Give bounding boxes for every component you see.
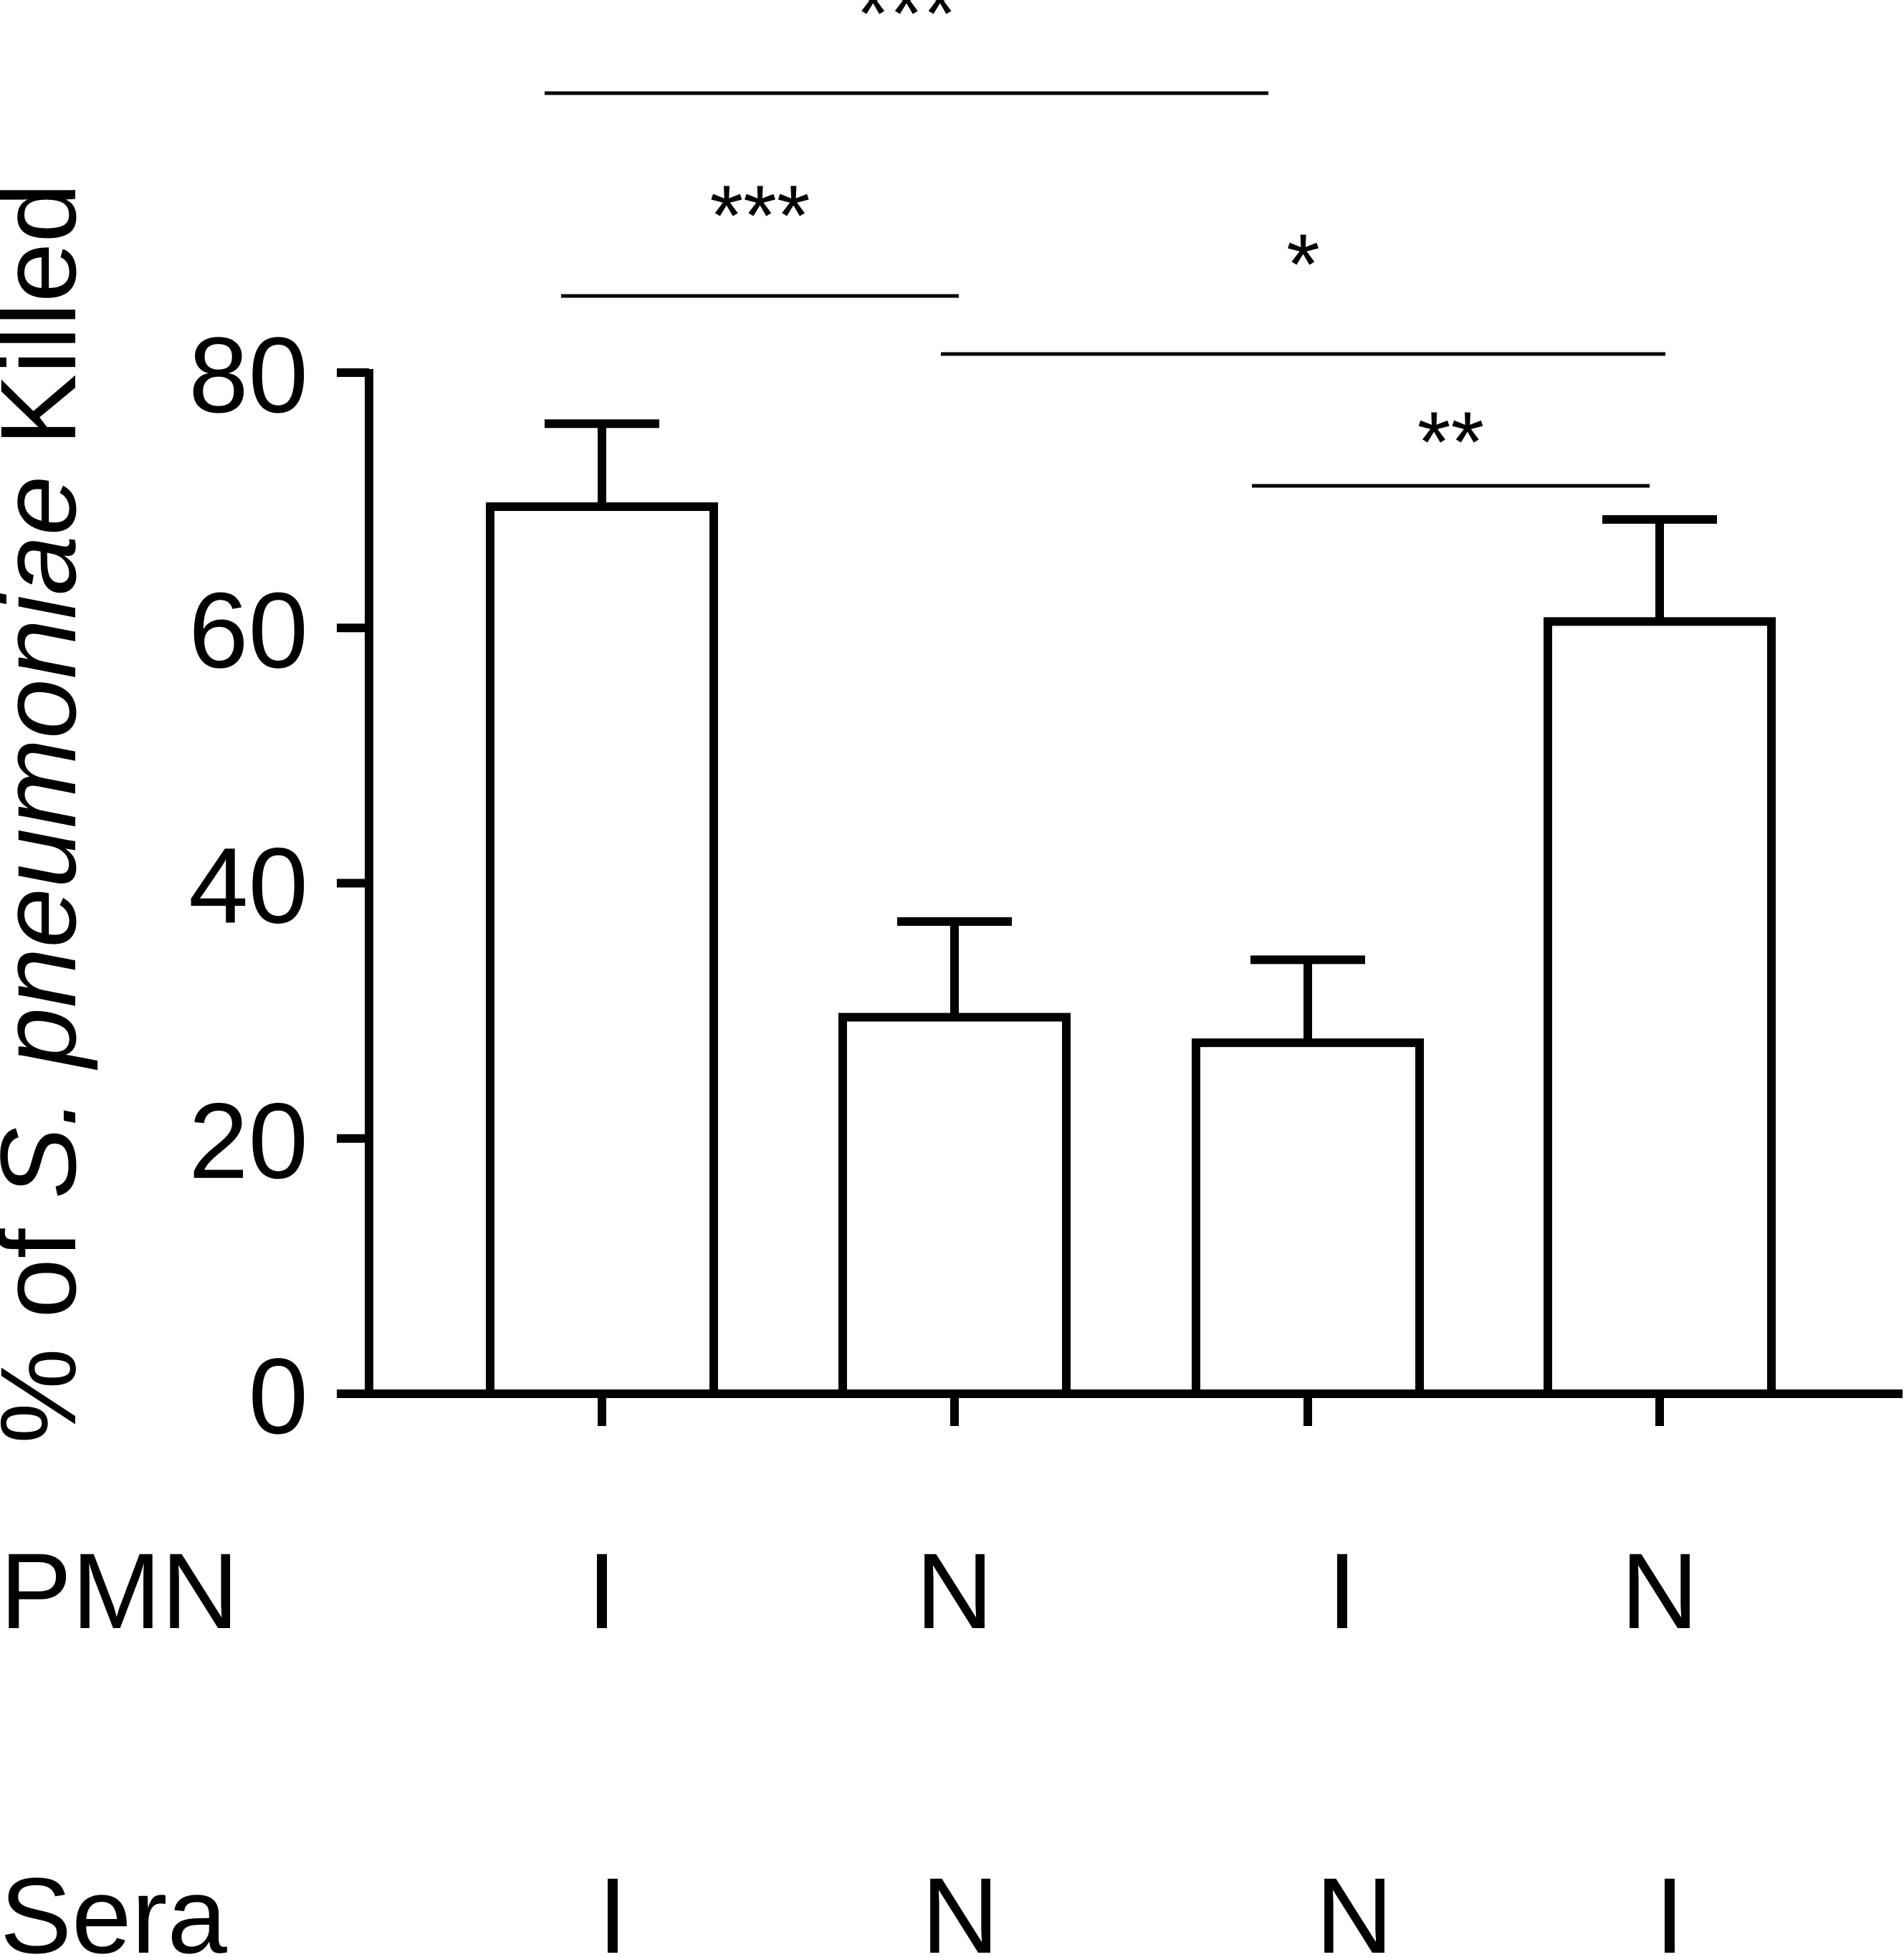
bar bbox=[1544, 617, 1776, 1398]
y-axis-label-italic: S. pneumoniae bbox=[0, 476, 98, 1199]
row-value: I bbox=[598, 1855, 628, 1957]
row-value: N bbox=[916, 1531, 993, 1651]
significance-label: ** bbox=[1417, 394, 1484, 490]
y-tick-label: 20 bbox=[188, 1081, 308, 1201]
row-value: N bbox=[922, 1855, 999, 1957]
bar bbox=[1192, 1038, 1424, 1398]
row-value: I bbox=[1327, 1531, 1357, 1651]
row-label-pmn: PMN bbox=[0, 1531, 239, 1651]
y-axis-label-suffix: Killed bbox=[0, 183, 98, 476]
bar bbox=[838, 1013, 1071, 1398]
y-tick-label: 0 bbox=[249, 1336, 308, 1456]
y-axis-label: % of S. pneumoniae Killed bbox=[0, 183, 98, 1443]
y-tick-label: 80 bbox=[188, 315, 308, 435]
group-rows: PMN I N I N Sera I N N I bbox=[0, 1531, 1698, 1957]
row-label-sera: Sera bbox=[0, 1855, 227, 1957]
row-value: N bbox=[1621, 1531, 1698, 1651]
y-axis-label-prefix: % of bbox=[0, 1199, 98, 1444]
row-value: I bbox=[1655, 1855, 1685, 1957]
y-tick-label: 60 bbox=[188, 570, 308, 690]
significance-label: *** bbox=[709, 168, 810, 264]
bars bbox=[486, 419, 1776, 1398]
bar bbox=[486, 502, 718, 1398]
row-value: N bbox=[1316, 1855, 1393, 1957]
significance-annotations: ********* bbox=[545, 0, 1665, 490]
significance-label: *** bbox=[856, 0, 957, 62]
significance-label: * bbox=[1286, 216, 1320, 312]
y-tick-label: 40 bbox=[188, 826, 308, 946]
row-value: I bbox=[587, 1531, 617, 1651]
